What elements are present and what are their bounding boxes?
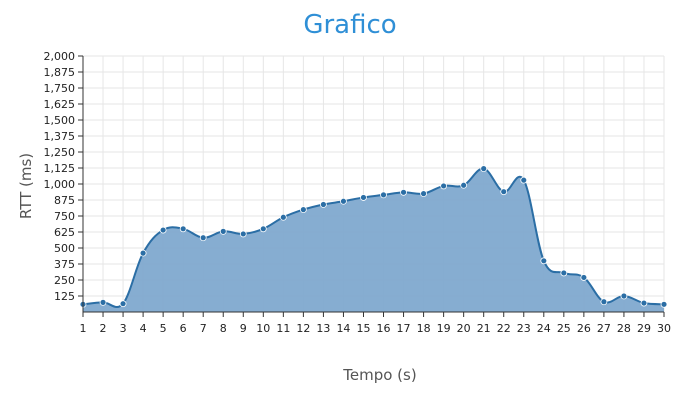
data-point (99, 298, 107, 306)
x-tick-label: 18 (417, 322, 431, 335)
x-tick-label: 16 (377, 322, 391, 335)
x-tick-label: 8 (220, 322, 227, 335)
data-point (340, 197, 347, 205)
y-tick-label: 1,625 (44, 98, 76, 111)
x-tick-label: 15 (356, 322, 370, 335)
y-tick-label: 875 (54, 194, 75, 207)
x-tick-label: 24 (537, 322, 551, 335)
chart-title: Grafico (303, 10, 397, 40)
x-tick-label: 1 (80, 322, 87, 335)
y-tick-label: 375 (54, 258, 75, 271)
x-tick-label: 22 (497, 322, 511, 335)
x-tick-label: 10 (256, 322, 270, 335)
x-tick-label: 9 (240, 322, 247, 335)
y-tick-label: 500 (54, 242, 75, 255)
y-tick-label: 1,000 (44, 178, 76, 191)
data-point (660, 300, 668, 308)
x-tick-label: 26 (577, 322, 591, 335)
x-tick-label: 7 (200, 322, 207, 335)
data-point (640, 299, 648, 307)
data-point (560, 269, 568, 277)
points-layer (79, 165, 668, 308)
y-tick-label: 1,750 (44, 82, 76, 95)
data-point (279, 213, 287, 221)
data-point (440, 182, 448, 190)
x-tick-label: 14 (336, 322, 350, 335)
data-point (320, 201, 327, 208)
data-point (259, 225, 267, 233)
data-point (299, 206, 307, 214)
y-tick-label: 125 (54, 290, 75, 303)
data-point (400, 188, 407, 196)
x-tick-label: 30 (657, 322, 671, 335)
x-tick-label: 2 (100, 322, 107, 335)
x-tick-label: 21 (477, 322, 491, 335)
y-tick-label: 1,125 (44, 162, 76, 175)
x-tick-label: 25 (557, 322, 571, 335)
data-point (380, 191, 387, 199)
x-tick-label: 12 (296, 322, 310, 335)
data-point (179, 225, 187, 233)
y-tick-label: 625 (54, 226, 75, 239)
data-point (199, 234, 207, 242)
area-fill (83, 168, 664, 312)
y-tick-label: 2,000 (44, 50, 76, 63)
y-tick-label: 1,375 (44, 130, 76, 143)
data-point (119, 300, 127, 308)
y-tick-label: 1,875 (44, 66, 76, 79)
data-point (600, 298, 608, 306)
data-point (219, 227, 227, 235)
data-point (580, 274, 588, 281)
data-point (139, 249, 147, 257)
axis-layer: 1252503755006257508751,0001,1251,2501,37… (44, 50, 672, 335)
data-point (239, 230, 247, 238)
data-point (480, 165, 488, 173)
x-tick-label: 13 (316, 322, 330, 335)
data-point (159, 226, 167, 234)
x-tick-label: 3 (120, 322, 127, 335)
x-tick-label: 20 (457, 322, 471, 335)
x-tick-label: 27 (597, 322, 611, 335)
data-point (520, 176, 528, 184)
x-tick-label: 4 (140, 322, 147, 335)
data-point (460, 181, 468, 189)
y-tick-label: 1,500 (44, 114, 76, 127)
y-axis-title: RTT (ms) (17, 153, 35, 219)
data-point (540, 257, 548, 265)
x-tick-label: 17 (397, 322, 411, 335)
x-tick-label: 6 (180, 322, 187, 335)
y-tick-label: 250 (54, 274, 75, 287)
x-tick-label: 29 (637, 322, 651, 335)
x-tick-label: 19 (437, 322, 451, 335)
x-tick-label: 5 (160, 322, 167, 335)
data-point (420, 190, 427, 198)
x-tick-label: 11 (276, 322, 290, 335)
data-point (500, 188, 508, 196)
data-point (360, 194, 367, 201)
x-axis-title: Tempo (s) (342, 366, 416, 384)
data-point (620, 292, 628, 300)
x-tick-label: 23 (517, 322, 531, 335)
y-tick-label: 1,250 (44, 146, 76, 159)
x-tick-label: 28 (617, 322, 631, 335)
y-tick-label: 750 (54, 210, 75, 223)
